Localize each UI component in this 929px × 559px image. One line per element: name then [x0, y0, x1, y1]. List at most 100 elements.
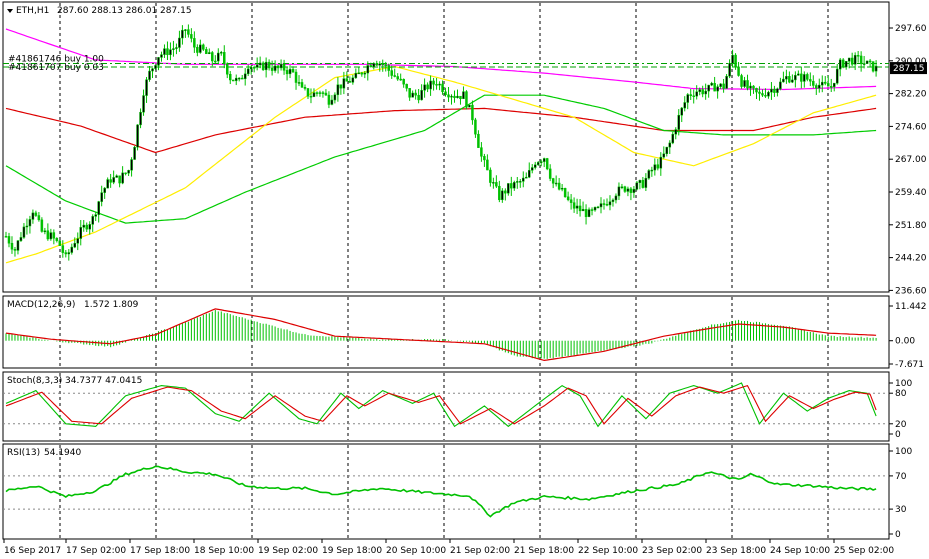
- candle-body: [853, 55, 857, 65]
- candle-body: [37, 215, 41, 221]
- candle-body: [707, 84, 710, 92]
- x-tick-label: 17 Sep 18:00: [130, 546, 190, 556]
- candle-body: [483, 156, 486, 161]
- candle-body: [713, 82, 716, 92]
- candle-body: [480, 147, 483, 157]
- candle-body: [88, 224, 91, 230]
- candle-body: [333, 94, 337, 101]
- candle-body: [731, 54, 734, 64]
- candle-body: [575, 205, 579, 209]
- candle-body: [202, 44, 205, 50]
- macd-label: MACD(12,26,9): [7, 300, 75, 310]
- candle-body: [554, 182, 558, 185]
- candle-body: [752, 85, 755, 89]
- candle-body: [351, 77, 355, 83]
- candle-body: [336, 84, 340, 96]
- candle-body: [136, 124, 139, 148]
- candle-body: [190, 34, 193, 39]
- candle-body: [252, 67, 256, 69]
- candle-body: [650, 169, 654, 172]
- candle-body: [411, 92, 414, 98]
- candle-body: [229, 73, 232, 81]
- candle-body: [139, 111, 142, 126]
- candle-body: [432, 80, 435, 85]
- candle-body: [387, 65, 390, 71]
- candle-body: [91, 216, 94, 225]
- candle-body: [321, 92, 325, 94]
- candle-body: [240, 77, 244, 80]
- candle-body: [740, 75, 743, 87]
- candle-body: [450, 95, 453, 98]
- candle-body: [441, 83, 444, 93]
- ma-line: [5, 28, 877, 91]
- candle-body: [519, 181, 522, 183]
- candle-body: [563, 187, 567, 198]
- candle-body: [734, 54, 737, 68]
- candle-body: [838, 59, 842, 70]
- y-tick-label: 282.20: [895, 90, 927, 100]
- candle-body: [456, 95, 459, 98]
- candle-body: [306, 88, 310, 97]
- x-tick-label: 18 Sep 10:00: [194, 546, 254, 556]
- candle-body: [504, 190, 507, 194]
- stoch-label: Stoch(8,3,3): [7, 376, 62, 386]
- candle-body: [208, 52, 211, 55]
- candle-body: [522, 177, 525, 182]
- y-tick-label: 11.442: [895, 302, 927, 312]
- chevron-down-icon[interactable]: [7, 9, 13, 13]
- order-label: #41861746 buy 1.00: [8, 54, 104, 64]
- candle-body: [399, 78, 402, 81]
- candle-body: [249, 67, 253, 70]
- candle-body: [61, 245, 65, 253]
- candle-body: [130, 159, 133, 171]
- candle-body: [530, 167, 534, 171]
- candle-body: [737, 66, 740, 76]
- candle-body: [79, 227, 82, 239]
- time-grid: [59, 3, 829, 538]
- candle-body: [551, 178, 555, 184]
- candle-body: [572, 202, 576, 209]
- x-axis: 16 Sep 2017 17 Sep 02:00 17 Sep 18:00 18 Se…: [3, 539, 894, 556]
- candle-body: [510, 183, 513, 189]
- candle-body: [728, 62, 731, 77]
- macd-values: 1.572 1.809: [84, 300, 139, 310]
- current-price-label: 287.15: [893, 64, 925, 74]
- candle-body: [722, 83, 725, 89]
- ma-line: [5, 107, 877, 154]
- candle-body: [324, 92, 328, 96]
- candle-body: [599, 203, 603, 208]
- y-tick-label: 274.60: [895, 122, 927, 132]
- candle-body: [255, 64, 259, 68]
- candle-body: [297, 82, 301, 84]
- candle-body: [4, 236, 8, 238]
- x-tick-label: 23 Sep 18:00: [706, 546, 766, 556]
- candle-body: [196, 46, 199, 53]
- candle-body: [28, 219, 32, 227]
- candle-body: [566, 196, 570, 200]
- candle-body: [841, 59, 845, 68]
- candle-body: [121, 172, 124, 184]
- candle-body: [779, 81, 782, 90]
- candle-body: [426, 84, 429, 90]
- candle-body: [800, 73, 803, 82]
- candle-body: [791, 79, 794, 83]
- candle-body: [330, 99, 334, 105]
- candle-body: [261, 62, 265, 71]
- y-tick-label: 290.00: [895, 57, 927, 67]
- candle-body: [25, 225, 29, 228]
- candle-body: [405, 83, 408, 89]
- candle-body: [348, 81, 352, 83]
- candle-body: [390, 70, 393, 76]
- candle-body: [835, 68, 839, 84]
- candle-body: [862, 63, 866, 65]
- candle-body: [569, 199, 573, 203]
- candle-body: [423, 84, 426, 91]
- candle-body: [671, 133, 675, 144]
- candle-body: [34, 212, 38, 216]
- candle-body: [237, 77, 241, 80]
- candles: [4, 24, 878, 261]
- current-price-tag: [890, 62, 927, 75]
- candle-body: [435, 84, 438, 86]
- candle-body: [776, 88, 779, 93]
